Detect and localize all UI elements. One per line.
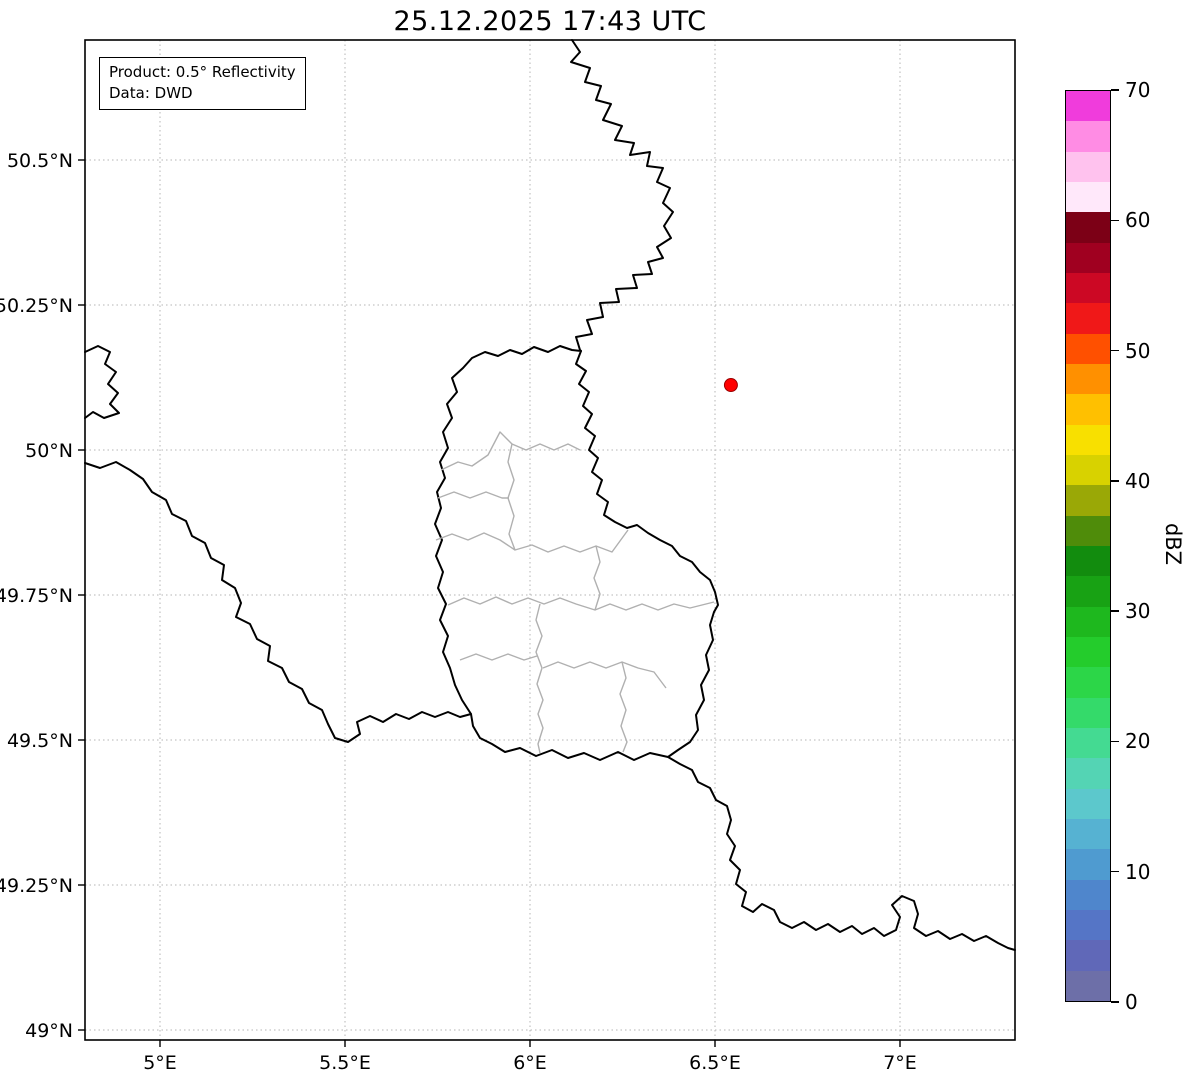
colorbar-band <box>1066 606 1110 638</box>
colorbar-tick <box>1111 480 1119 482</box>
colorbar-band <box>1066 667 1110 698</box>
product-info-line: Product: 0.5° Reflectivity <box>109 63 296 81</box>
colorbar-tick <box>1111 219 1119 222</box>
product-info-box: Product: 0.5° Reflectivity Data: DWD <box>99 57 306 110</box>
belgium-france-border-givet <box>84 345 120 419</box>
data-source-line: Data: DWD <box>109 84 193 102</box>
x-tick-label: 6.5°E <box>689 1052 741 1074</box>
colorbar-band <box>1066 970 1110 1001</box>
colorbar-band <box>1066 849 1110 880</box>
plot-frame <box>84 39 1016 1041</box>
colorbar-band <box>1066 758 1110 789</box>
colorbar-band <box>1066 819 1110 850</box>
colorbar <box>1065 90 1111 1002</box>
belgium-france-border <box>84 461 472 743</box>
colorbar-band <box>1066 364 1110 395</box>
y-tick-label: 49.25°N <box>0 875 73 897</box>
colorbar-band <box>1066 121 1110 152</box>
colorbar-band <box>1066 788 1110 820</box>
colorbar-band <box>1066 182 1110 213</box>
colorbar-tick-label: 50 <box>1125 338 1151 363</box>
colorbar-tick <box>1111 740 1119 743</box>
y-tick-label: 50.5°N <box>7 150 73 172</box>
colorbar-tick-label: 30 <box>1125 599 1151 624</box>
y-tick-label: 49.75°N <box>0 585 73 607</box>
colorbar-tick <box>1111 349 1119 352</box>
grid-layer <box>85 40 1015 1040</box>
colorbar-band <box>1066 91 1110 122</box>
colorbar-tick <box>1111 89 1119 91</box>
colorbar-band <box>1066 515 1110 547</box>
y-tick-label: 49°N <box>25 1020 73 1042</box>
colorbar-band <box>1066 637 1110 668</box>
annotation-layer: 5°E 5.5°E 6°E 6.5°E 7°E 50.5°N 50.25°N 50°N 49.7… <box>0 150 917 1074</box>
belgium-germany-border <box>570 39 674 352</box>
colorbar-band <box>1066 273 1110 304</box>
colorbar-tick <box>1111 610 1119 612</box>
colorbar-band <box>1066 879 1110 911</box>
colorbar-tick <box>1111 870 1119 873</box>
luxembourg-outline <box>434 345 719 761</box>
colorbar-unit-label: dBZ <box>1161 522 1186 566</box>
colorbar-band <box>1066 455 1110 486</box>
colorbar-band <box>1066 485 1110 516</box>
colorbar-band <box>1066 151 1110 183</box>
colorbar-tick-label: 60 <box>1125 208 1151 233</box>
colorbar-band <box>1066 303 1110 334</box>
germany-france-border <box>667 756 1016 951</box>
colorbar-band <box>1066 728 1110 759</box>
colorbar-band <box>1066 333 1110 365</box>
radar-site-marker <box>723 378 738 393</box>
colorbar-tick-label: 70 <box>1125 78 1151 102</box>
colorbar-band <box>1066 212 1110 243</box>
page-title: 25.12.2025 17:43 UTC <box>393 6 707 37</box>
colorbar-tick <box>1111 1001 1119 1003</box>
y-tick-label: 50.25°N <box>0 295 73 317</box>
y-tick-label: 49.5°N <box>7 730 73 752</box>
colorbar-tick-label: 40 <box>1125 468 1151 493</box>
x-tick-label: 7°E <box>883 1052 917 1074</box>
colorbar-band <box>1066 424 1110 456</box>
colorbar-band <box>1066 697 1110 729</box>
colorbar-band <box>1066 242 1110 274</box>
colorbar-band <box>1066 576 1110 607</box>
x-tick-label: 5.5°E <box>319 1052 371 1074</box>
colorbar-band <box>1066 546 1110 577</box>
colorbar-tick-label: 20 <box>1125 729 1151 754</box>
x-tick-label: 6°E <box>513 1052 547 1074</box>
colorbar-band <box>1066 910 1110 941</box>
colorbar-tick-label: 10 <box>1125 859 1151 884</box>
y-tick-label: 50°N <box>25 440 73 462</box>
x-tick-label: 5°E <box>143 1052 177 1074</box>
colorbar-band <box>1066 940 1110 971</box>
canton-borders <box>435 431 715 754</box>
colorbar-tick-label: 0 <box>1125 990 1138 1014</box>
colorbar-band <box>1066 394 1110 425</box>
